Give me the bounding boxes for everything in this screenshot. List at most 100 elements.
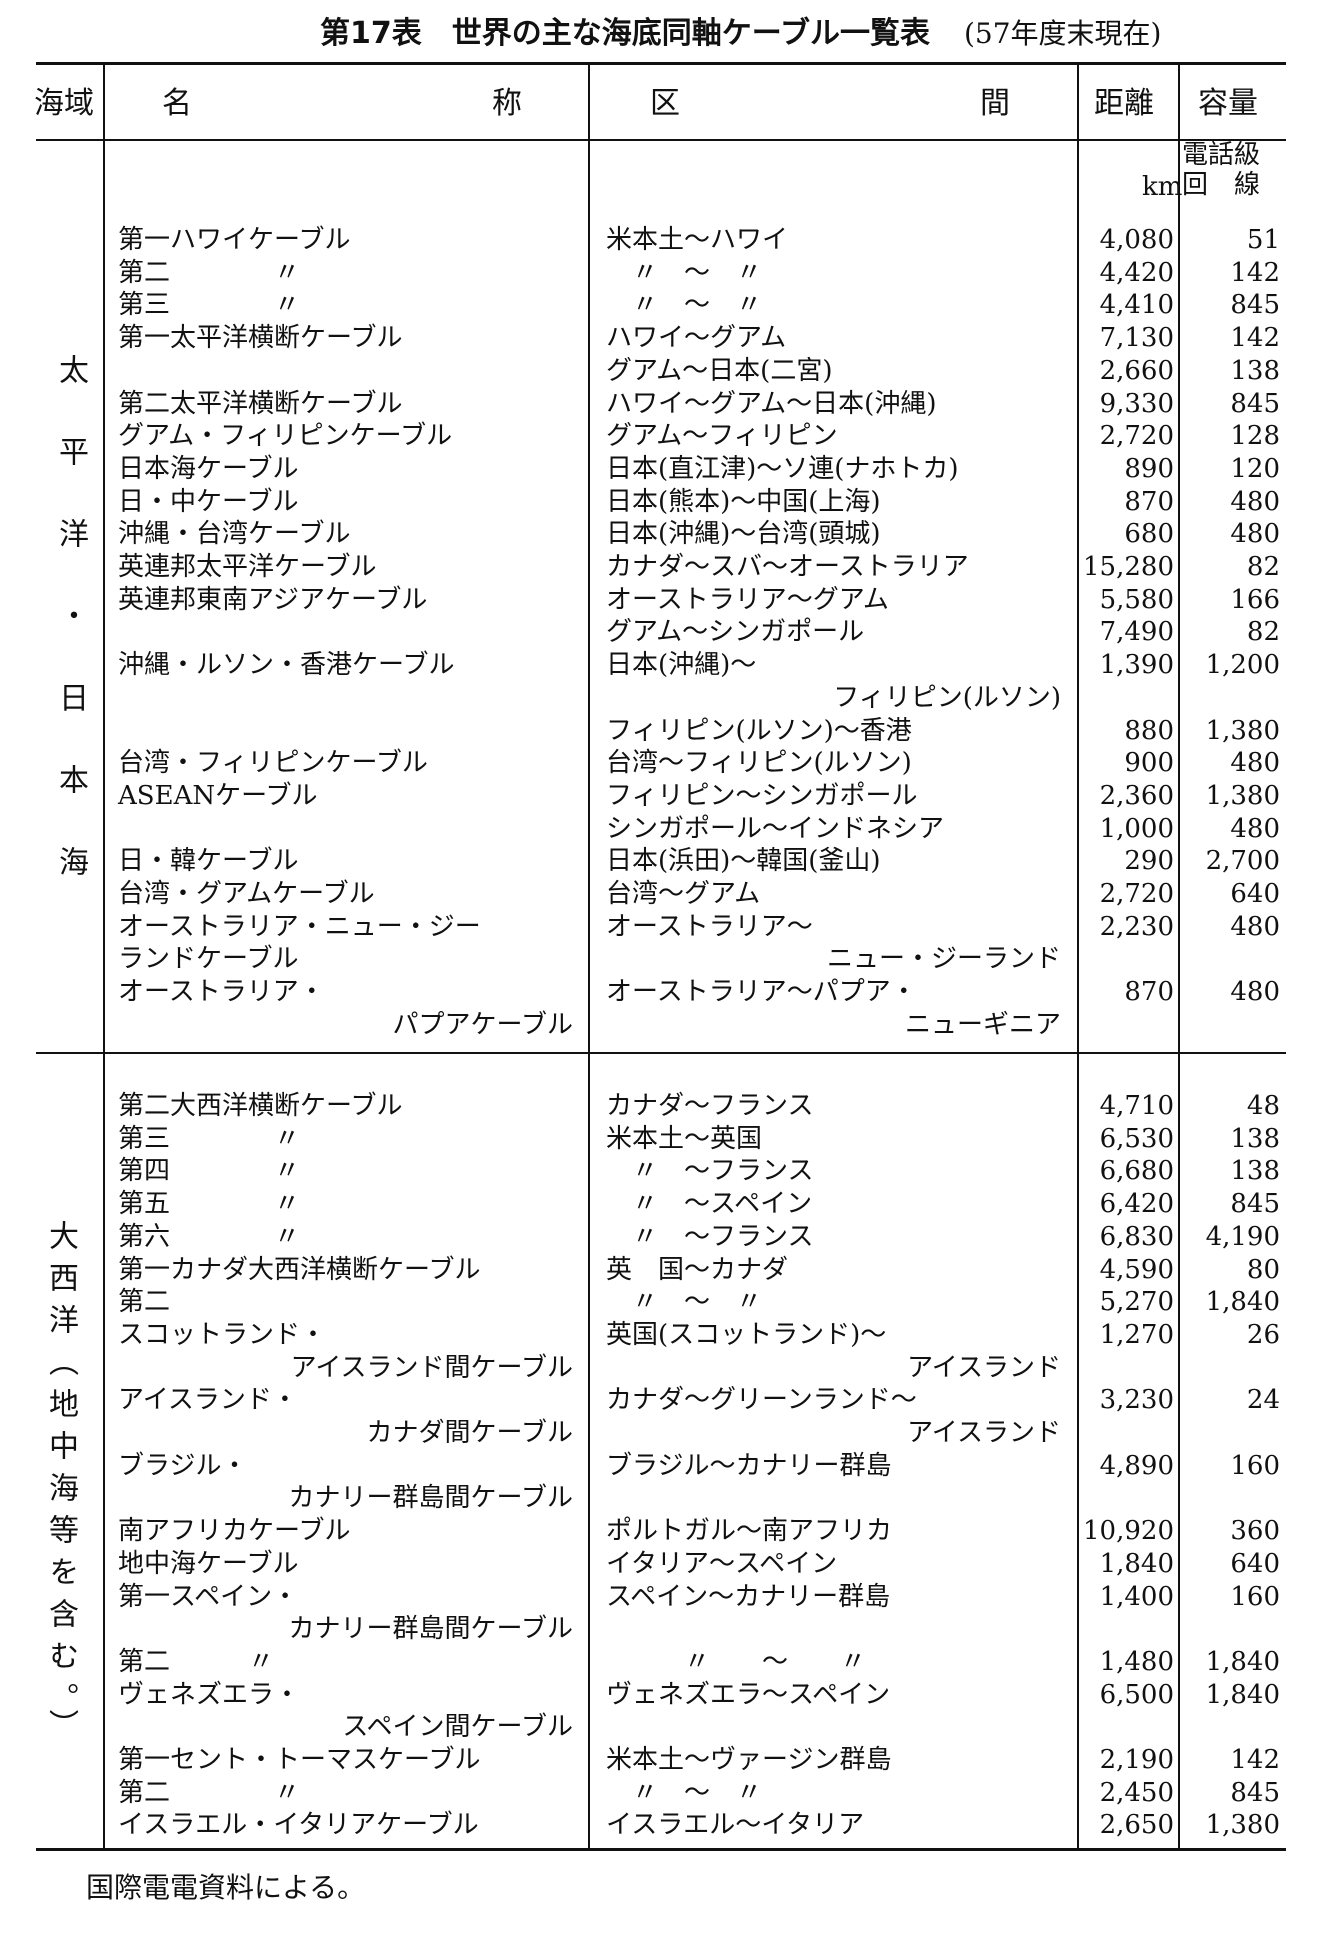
table-row: 第三 〃 米本土〜英国 6,530 138 — [0, 1123, 1284, 1156]
table-row: ASEANケーブル フィリピン〜シンガポール 2,360 1,380 — [0, 780, 1284, 813]
capacity-circuits: 142 — [1230, 1745, 1280, 1775]
table-row: 台湾・フィリピンケーブル 台湾〜フィリピン(ルソン) 900 480 — [0, 747, 1284, 780]
column-divider — [103, 64, 105, 1848]
section-atlantic: 大西洋（地中海等を含む。） 第二大西洋横断ケーブル カナダ〜フランス 4,710 48 第… — [0, 1090, 1284, 1842]
cable-name: 南アフリカケーブル — [118, 1516, 351, 1547]
cable-name: ランドケーブル — [118, 944, 299, 975]
table-row: 日本海ケーブル 日本(直江津)〜ソ連(ナホトカ) 890 120 — [0, 453, 1284, 486]
cable-name: 第三 〃 — [118, 1123, 301, 1154]
cable-name: 第一セント・トーマスケーブル — [118, 1745, 481, 1775]
cable-name: オーストラリア・ニュー・ジー — [118, 911, 481, 942]
capacity-circuits: 120 — [1230, 453, 1280, 484]
cable-route: 日本(沖縄)〜 — [606, 650, 757, 681]
capacity-circuits: 480 — [1230, 977, 1280, 1008]
distance-km: 870 — [1124, 486, 1174, 517]
table-row: グアム〜日本(二宮) 2,660 138 — [0, 355, 1284, 388]
cable-name: アイスランド間ケーブル — [290, 1352, 573, 1383]
capacity-circuits: 640 — [1230, 879, 1280, 909]
table-row: スコットランド・ 英国(スコットランド)〜 1,270 26 — [0, 1319, 1284, 1352]
capacity-circuits: 845 — [1230, 388, 1280, 419]
capacity-circuits: 1,380 — [1205, 780, 1280, 811]
cable-route: フィリピン(ルソン) — [833, 682, 1061, 713]
cable-route: カナダ〜スバ〜オーストラリア — [606, 552, 969, 582]
cable-name: カナリー群島間ケーブル — [288, 1614, 573, 1645]
cable-name: 第一ハワイケーブル — [118, 225, 351, 255]
table-row: 英連邦太平洋ケーブル カナダ〜スバ〜オーストラリア 15,280 82 — [0, 551, 1284, 584]
cable-name: 第一太平洋横断ケーブル — [118, 323, 403, 354]
cable-route: 米本土〜英国 — [606, 1123, 763, 1154]
cable-route: フィリピン〜シンガポール — [606, 780, 918, 811]
header-name: 名称 — [162, 78, 522, 130]
table-row: 日・中ケーブル 日本(熊本)〜中国(上海) 870 480 — [0, 486, 1284, 519]
table-row: 第一カナダ大西洋横断ケーブル 英 国〜カナダ 4,590 80 — [0, 1254, 1284, 1287]
cable-name: 第二太平洋横断ケーブル — [118, 388, 403, 419]
capacity-circuits: 142 — [1230, 257, 1280, 288]
cable-route: 米本土〜ハワイ — [606, 225, 789, 255]
header-rule — [36, 139, 1286, 141]
distance-km: 2,660 — [1099, 355, 1174, 386]
cable-route: イスラエル〜イタリア — [606, 1810, 865, 1841]
cable-route: 〃 〜 〃 — [606, 1287, 763, 1318]
cable-name: 第一カナダ大西洋横断ケーブル — [118, 1254, 481, 1285]
cable-name: ヴェネズエラ・ — [118, 1679, 301, 1710]
cable-route: ハワイ〜グアム〜日本(沖縄) — [606, 388, 937, 419]
table-row: イスラエル・イタリアケーブル イスラエル〜イタリア 2,650 1,380 — [0, 1809, 1284, 1842]
distance-km: 3,230 — [1099, 1385, 1174, 1416]
distance-km: 9,330 — [1099, 388, 1174, 419]
cable-name: 台湾・フィリピンケーブル — [118, 748, 428, 779]
header-capacity: 容量 — [1198, 86, 1258, 121]
capacity-circuits: 138 — [1230, 1156, 1280, 1187]
capacity-circuits: 166 — [1230, 584, 1280, 615]
cable-name: スコットランド・ — [118, 1319, 327, 1350]
cable-route: ニュー・ジーランド — [826, 944, 1061, 975]
capacity-circuits: 48 — [1246, 1091, 1280, 1121]
table-row: 台湾・グアムケーブル 台湾〜グアム 2,720 640 — [0, 878, 1284, 911]
cable-route: ブラジル〜カナリー群島 — [606, 1450, 892, 1481]
distance-km: 2,720 — [1099, 421, 1174, 452]
table-row: ブラジル・ ブラジル〜カナリー群島 4,890 160 — [0, 1450, 1284, 1483]
capacity-circuits: 480 — [1230, 748, 1280, 779]
distance-km: 10,920 — [1083, 1516, 1174, 1547]
capacity-circuits: 138 — [1230, 1123, 1280, 1154]
cable-name: 第二 〃 — [118, 1777, 301, 1808]
header-route: 区間 — [650, 78, 1010, 130]
table-title: 第17表 世界の主な海底同軸ケーブル一覧表 (57年度末現在) — [320, 8, 1161, 52]
region-label: 太平洋・日本海 — [53, 354, 88, 928]
capacity-circuits: 1,200 — [1205, 650, 1280, 681]
table-row: 第二大西洋横断ケーブル カナダ〜フランス 4,710 48 — [0, 1090, 1284, 1123]
capacity-circuits: 845 — [1230, 290, 1280, 321]
table-row: 第二 〃 〜 〃 5,270 1,840 — [0, 1286, 1284, 1319]
distance-km: 1,390 — [1099, 650, 1174, 681]
capacity-circuits: 160 — [1230, 1581, 1280, 1612]
table-row: 第一太平洋横断ケーブル ハワイ〜グアム 7,130 142 — [0, 322, 1284, 355]
table-row: 南アフリカケーブル ポルトガル〜南アフリカ 10,920 360 — [0, 1515, 1284, 1548]
table-row: 地中海ケーブル イタリア〜スペイン 1,840 640 — [0, 1548, 1284, 1581]
cable-route: オーストラリア〜グアム — [606, 584, 889, 615]
capacity-circuits: 480 — [1230, 486, 1280, 517]
cable-name: 日・韓ケーブル — [118, 846, 299, 877]
section-pacific: 太平洋・日本海 第一ハワイケーブル 米本土〜ハワイ 4,080 51 第二 〃 〃 〜 〃… — [0, 224, 1284, 1042]
table-row: 第二 〃 〃 〜 〃 1,480 1,840 — [0, 1646, 1284, 1679]
capacity-unit-line2: 回 線 — [1182, 170, 1261, 200]
header-region: 海域 — [34, 86, 94, 121]
distance-km: 290 — [1124, 846, 1174, 877]
distance-km: 6,830 — [1099, 1221, 1174, 1252]
capacity-circuits: 845 — [1230, 1189, 1280, 1220]
table-row: ヴェネズエラ・ ヴェネズエラ〜スペイン 6,500 1,840 — [0, 1679, 1284, 1712]
cable-name: 英連邦東南アジアケーブル — [118, 584, 428, 615]
cable-name: 第一スペイン・ — [118, 1581, 299, 1612]
cable-name: 台湾・グアムケーブル — [118, 879, 375, 909]
table-row: グアム・フィリピンケーブル グアム〜フィリピン 2,720 128 — [0, 420, 1284, 453]
capacity-circuits: 360 — [1230, 1516, 1280, 1547]
distance-km: 2,450 — [1099, 1777, 1174, 1808]
capacity-circuits: 1,840 — [1205, 1287, 1280, 1318]
cable-route: グアム〜シンガポール — [606, 617, 865, 648]
cable-name: 地中海ケーブル — [118, 1548, 299, 1579]
capacity-circuits: 128 — [1230, 421, 1280, 452]
distance-km: 6,530 — [1099, 1123, 1174, 1154]
cable-name: スペイン間ケーブル — [342, 1712, 573, 1743]
distance-km: 900 — [1124, 748, 1174, 779]
capacity-circuits: 26 — [1246, 1319, 1280, 1350]
cable-route: ニューギニア — [904, 1009, 1061, 1040]
table-row: パプアケーブル ニューギニア — [0, 1009, 1284, 1042]
